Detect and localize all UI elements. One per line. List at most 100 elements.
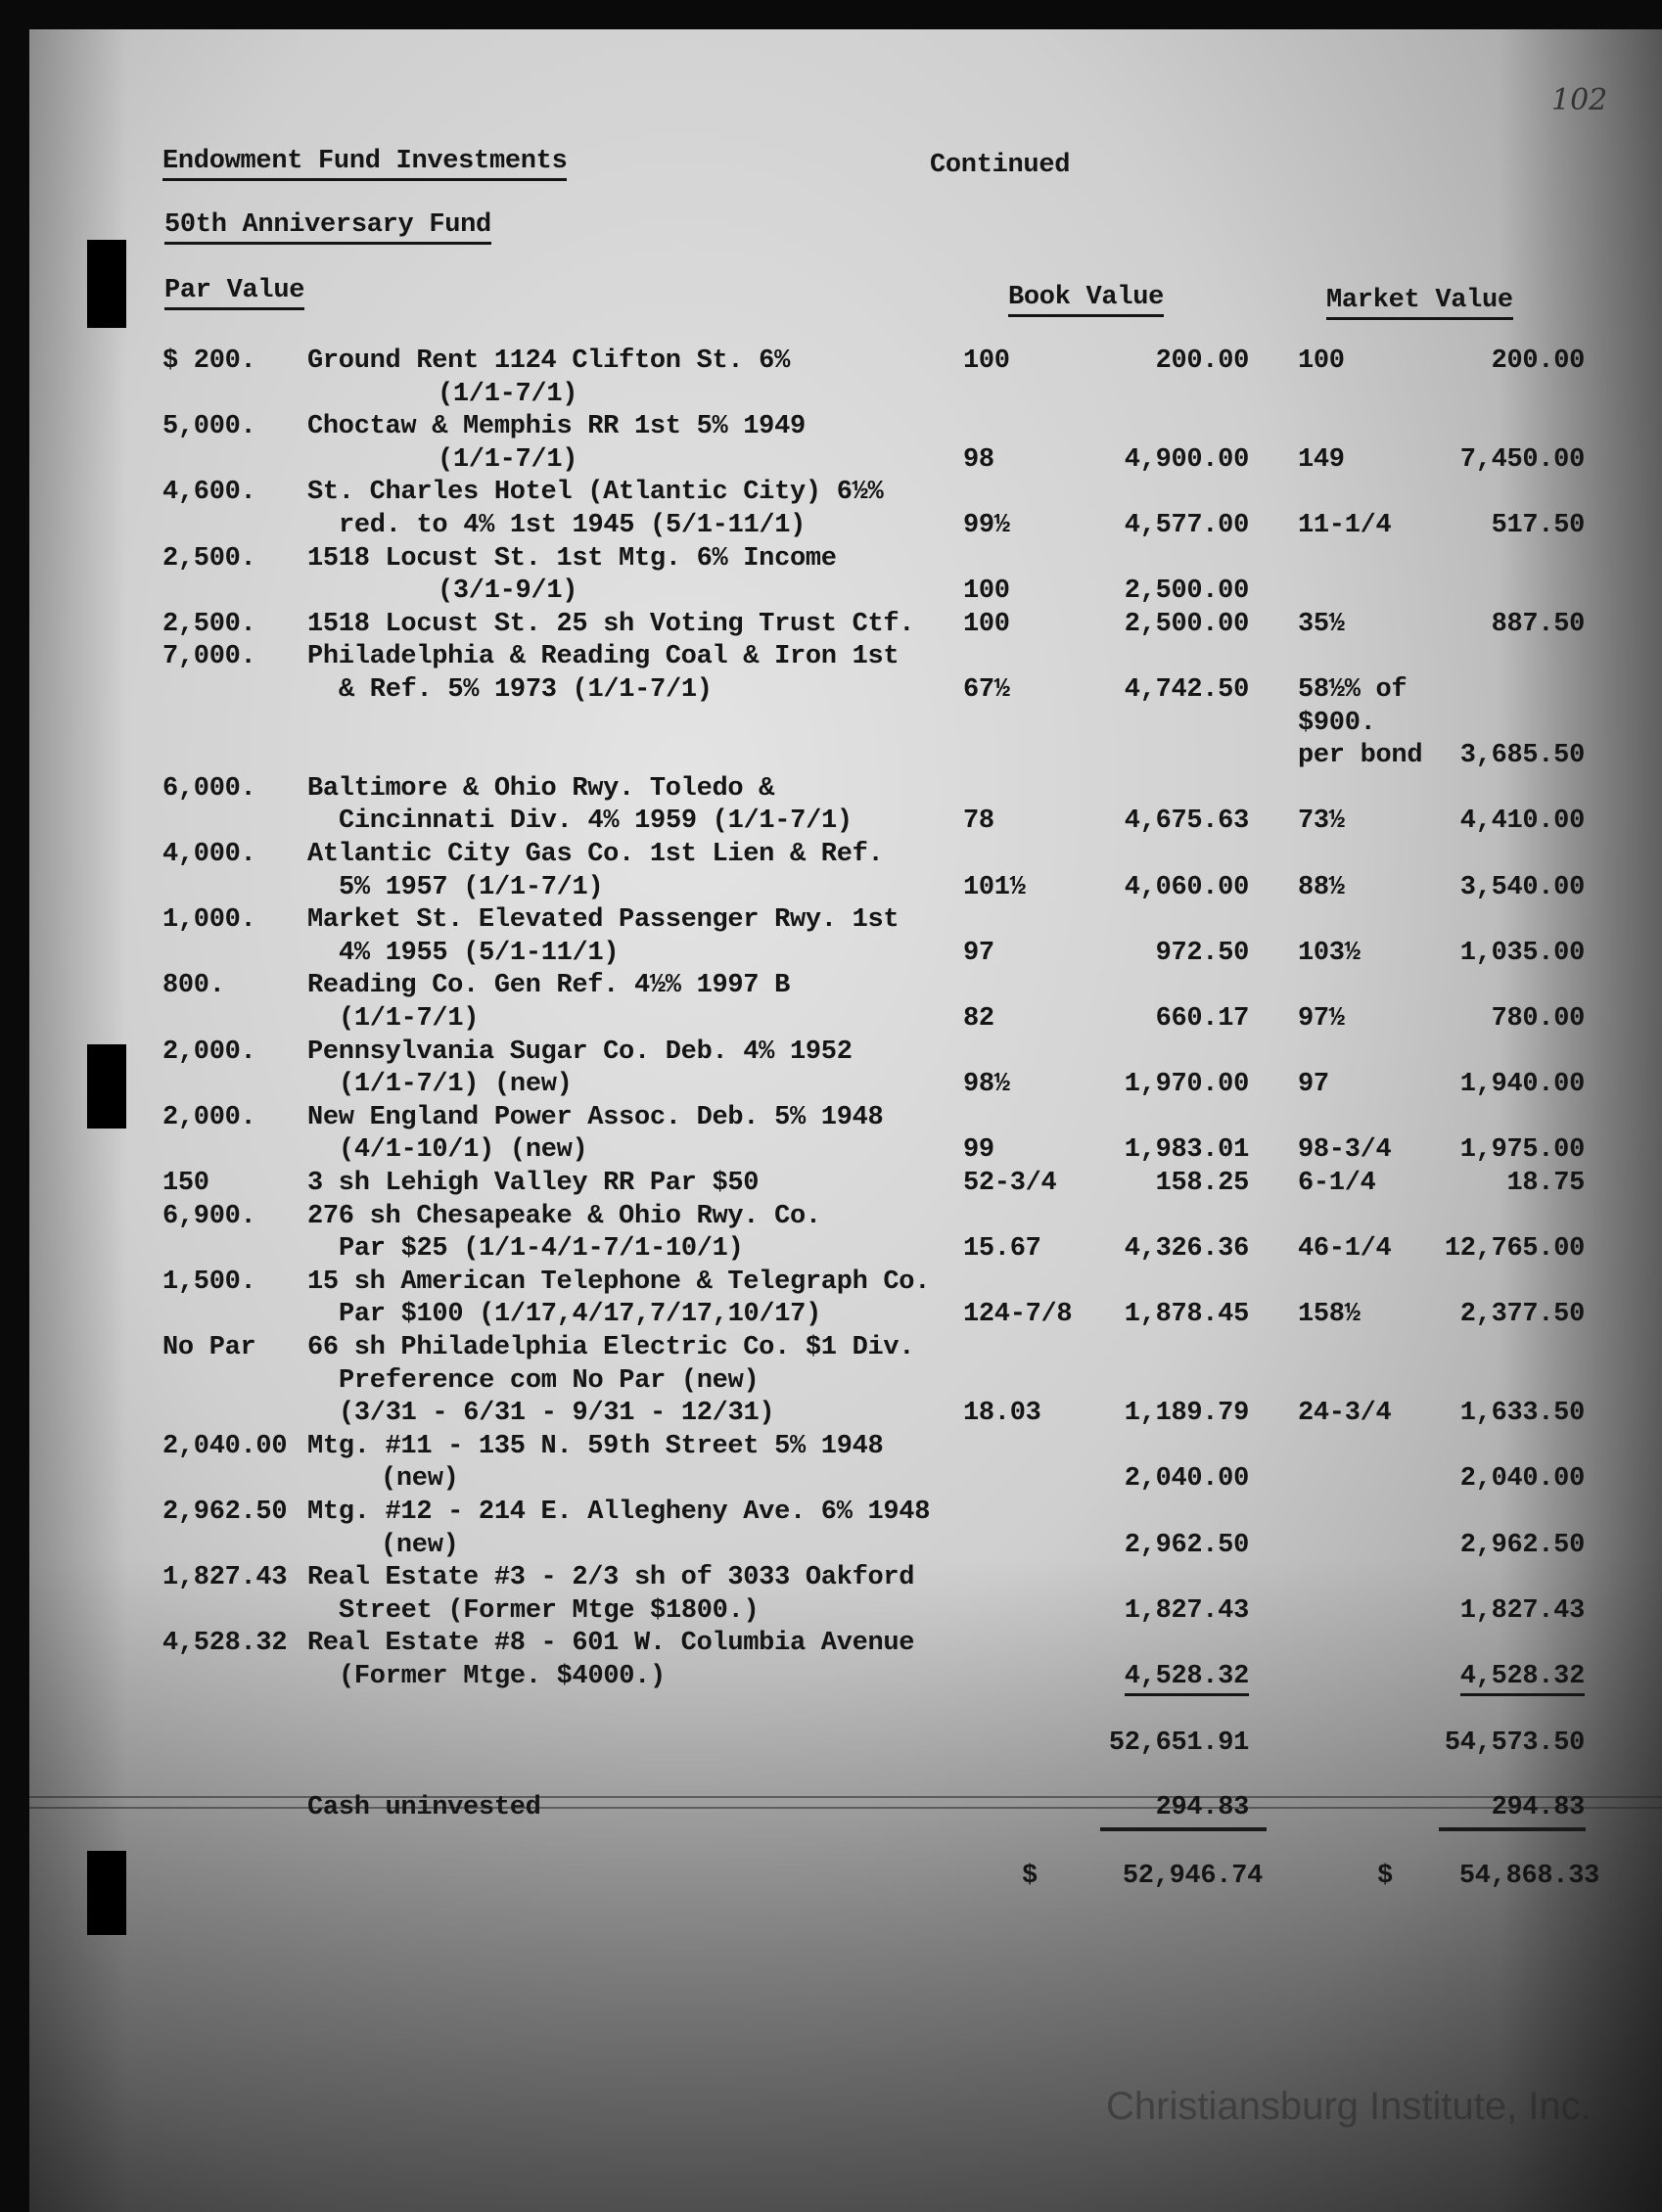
book-price: 97 bbox=[963, 938, 994, 968]
security-description: Reading Co. Gen Ref. 4½% 1997 B bbox=[307, 971, 790, 1001]
market-price: 103½ bbox=[1298, 938, 1361, 968]
book-value: 1,970.00 bbox=[1124, 1070, 1250, 1100]
book-value: 1,983.01 bbox=[1124, 1135, 1250, 1166]
continued-label: Continued bbox=[930, 151, 1071, 180]
book-value: 4,675.63 bbox=[1124, 806, 1250, 837]
par-value: 7,000. bbox=[162, 642, 256, 672]
market-price: 6-1/4 bbox=[1298, 1169, 1376, 1198]
par-value: 6,000. bbox=[162, 773, 256, 804]
security-description: & Ref. 5% 1973 (1/1-7/1) bbox=[339, 675, 713, 705]
security-description: 15 sh American Telephone & Telegraph Co. bbox=[307, 1267, 931, 1297]
book-value: 158.25 bbox=[1155, 1169, 1250, 1198]
security-description: 1518 Locust St. 1st Mtg. 6% Income bbox=[307, 543, 837, 574]
binder-tab bbox=[87, 240, 126, 328]
market-value: 1,633.50 bbox=[1459, 1399, 1586, 1429]
par-value: $ 200. bbox=[162, 346, 256, 376]
page-number: 102 bbox=[1551, 83, 1608, 117]
watermark: Christiansburg Institute, Inc. bbox=[1106, 2085, 1592, 2128]
par-value: 2,000. bbox=[162, 1037, 256, 1067]
binder-tab bbox=[87, 1851, 126, 1935]
cash-book-value: 294.83 bbox=[1155, 1793, 1250, 1822]
security-description: 4% 1955 (5/1-11/1) bbox=[339, 938, 620, 968]
book-value: 4,577.00 bbox=[1124, 511, 1250, 540]
security-description: Real Estate #8 - 601 W. Columbia Avenue bbox=[307, 1629, 915, 1659]
book-value: 4,060.00 bbox=[1124, 872, 1250, 902]
security-description: 5% 1957 (1/1-7/1) bbox=[339, 872, 604, 902]
book-price: 52-3/4 bbox=[963, 1169, 1057, 1198]
par-value: 1,500. bbox=[162, 1267, 256, 1297]
par-value: 4,600. bbox=[162, 478, 256, 508]
security-description: Mtg. #12 - 214 E. Allegheny Ave. 6% 1948 bbox=[307, 1498, 931, 1527]
security-description: (Former Mtge. $4000.) bbox=[339, 1662, 666, 1691]
book-price: 82 bbox=[963, 1004, 994, 1034]
book-value: 1,827.43 bbox=[1124, 1595, 1250, 1626]
cash-market-value: 294.83 bbox=[1491, 1793, 1586, 1822]
book-price: 98½ bbox=[963, 1070, 1010, 1100]
book-price: 78 bbox=[963, 806, 994, 837]
security-description: Real Estate #3 - 2/3 sh of 3033 Oakford bbox=[307, 1563, 915, 1593]
security-description: 1518 Locust St. 25 sh Voting Trust Ctf. bbox=[307, 609, 915, 639]
column-header-market-value: Market Value bbox=[1326, 284, 1513, 320]
par-value: 2,962.50 bbox=[162, 1498, 288, 1527]
security-description: 66 sh Philadelphia Electric Co. $1 Div. bbox=[307, 1333, 915, 1362]
book-price: 101½ bbox=[963, 872, 1026, 902]
grand-total-book-value: 52,946.74 bbox=[1122, 1862, 1263, 1891]
security-description: 3 sh Lehigh Valley RR Par $50 bbox=[307, 1169, 760, 1198]
market-price: 97 bbox=[1298, 1070, 1329, 1100]
market-value: 4,410.00 bbox=[1459, 806, 1586, 837]
market-value: 1,827.43 bbox=[1459, 1595, 1586, 1626]
market-price: 11-1/4 bbox=[1298, 511, 1392, 540]
market-price: 24-3/4 bbox=[1298, 1399, 1392, 1429]
book-value: 4,326.36 bbox=[1124, 1234, 1250, 1265]
par-value: 150 bbox=[162, 1169, 209, 1198]
subtotal-book-value: 52,651.91 bbox=[1108, 1728, 1249, 1758]
book-value: 972.50 bbox=[1155, 938, 1250, 968]
market-value: 1,940.00 bbox=[1459, 1070, 1586, 1100]
book-value: 1,189.79 bbox=[1124, 1399, 1250, 1429]
book-price: 67½ bbox=[963, 675, 1010, 705]
book-value: 2,040.00 bbox=[1124, 1464, 1250, 1495]
market-value: 2,377.50 bbox=[1459, 1300, 1586, 1330]
book-price: 100 bbox=[963, 609, 1010, 639]
security-description: (new) bbox=[381, 1530, 459, 1560]
market-value: 517.50 bbox=[1491, 511, 1586, 540]
total-rule bbox=[1439, 1827, 1586, 1831]
book-price: 124-7/8 bbox=[963, 1300, 1073, 1330]
par-value: 6,900. bbox=[162, 1201, 256, 1231]
book-value: 4,900.00 bbox=[1124, 444, 1250, 475]
market-value: 7,450.00 bbox=[1459, 444, 1586, 475]
market-price: 149 bbox=[1298, 444, 1345, 475]
security-description: (1/1-7/1) bbox=[339, 1004, 480, 1034]
market-value: 1,975.00 bbox=[1459, 1135, 1586, 1166]
book-price: 98 bbox=[963, 444, 994, 475]
security-description: St. Charles Hotel (Atlantic City) 6½% bbox=[307, 478, 884, 508]
par-value: 800. bbox=[162, 971, 225, 1001]
security-description: (1/1-7/1) bbox=[438, 444, 578, 475]
security-description: (1/1-7/1) (new) bbox=[339, 1070, 573, 1100]
market-value: 887.50 bbox=[1491, 609, 1586, 639]
market-price: 97½ bbox=[1298, 1004, 1345, 1034]
par-value: 5,000. bbox=[162, 412, 256, 442]
security-description: Cincinnati Div. 4% 1959 (1/1-7/1) bbox=[339, 806, 853, 837]
market-value: 3,685.50 bbox=[1459, 741, 1586, 771]
binder-tab bbox=[87, 1044, 126, 1129]
subtotal-market-value: 54,573.50 bbox=[1444, 1728, 1585, 1758]
book-price: 99 bbox=[963, 1135, 994, 1166]
par-value: 2,500. bbox=[162, 543, 256, 574]
security-description: (1/1-7/1) bbox=[438, 379, 578, 409]
book-price: 100 bbox=[963, 576, 1010, 607]
book-value: 2,500.00 bbox=[1124, 576, 1250, 607]
market-price: 73½ bbox=[1298, 806, 1345, 837]
security-description: Philadelphia & Reading Coal & Iron 1st bbox=[307, 642, 900, 672]
document-title: Endowment Fund Investments bbox=[162, 145, 568, 181]
market-price: 58½% of bbox=[1298, 675, 1408, 705]
book-price: 15.67 bbox=[963, 1234, 1041, 1265]
par-value: 1,000. bbox=[162, 905, 256, 936]
book-value: 2,500.00 bbox=[1124, 609, 1250, 639]
security-description: Market St. Elevated Passenger Rwy. 1st bbox=[307, 905, 900, 936]
security-description: Par $25 (1/1-4/1-7/1-10/1) bbox=[339, 1234, 744, 1265]
market-value: 4,528.32 bbox=[1459, 1660, 1585, 1696]
market-price: 35½ bbox=[1298, 609, 1345, 639]
total-rule bbox=[1100, 1827, 1267, 1831]
fund-subtitle: 50th Anniversary Fund bbox=[164, 208, 491, 245]
